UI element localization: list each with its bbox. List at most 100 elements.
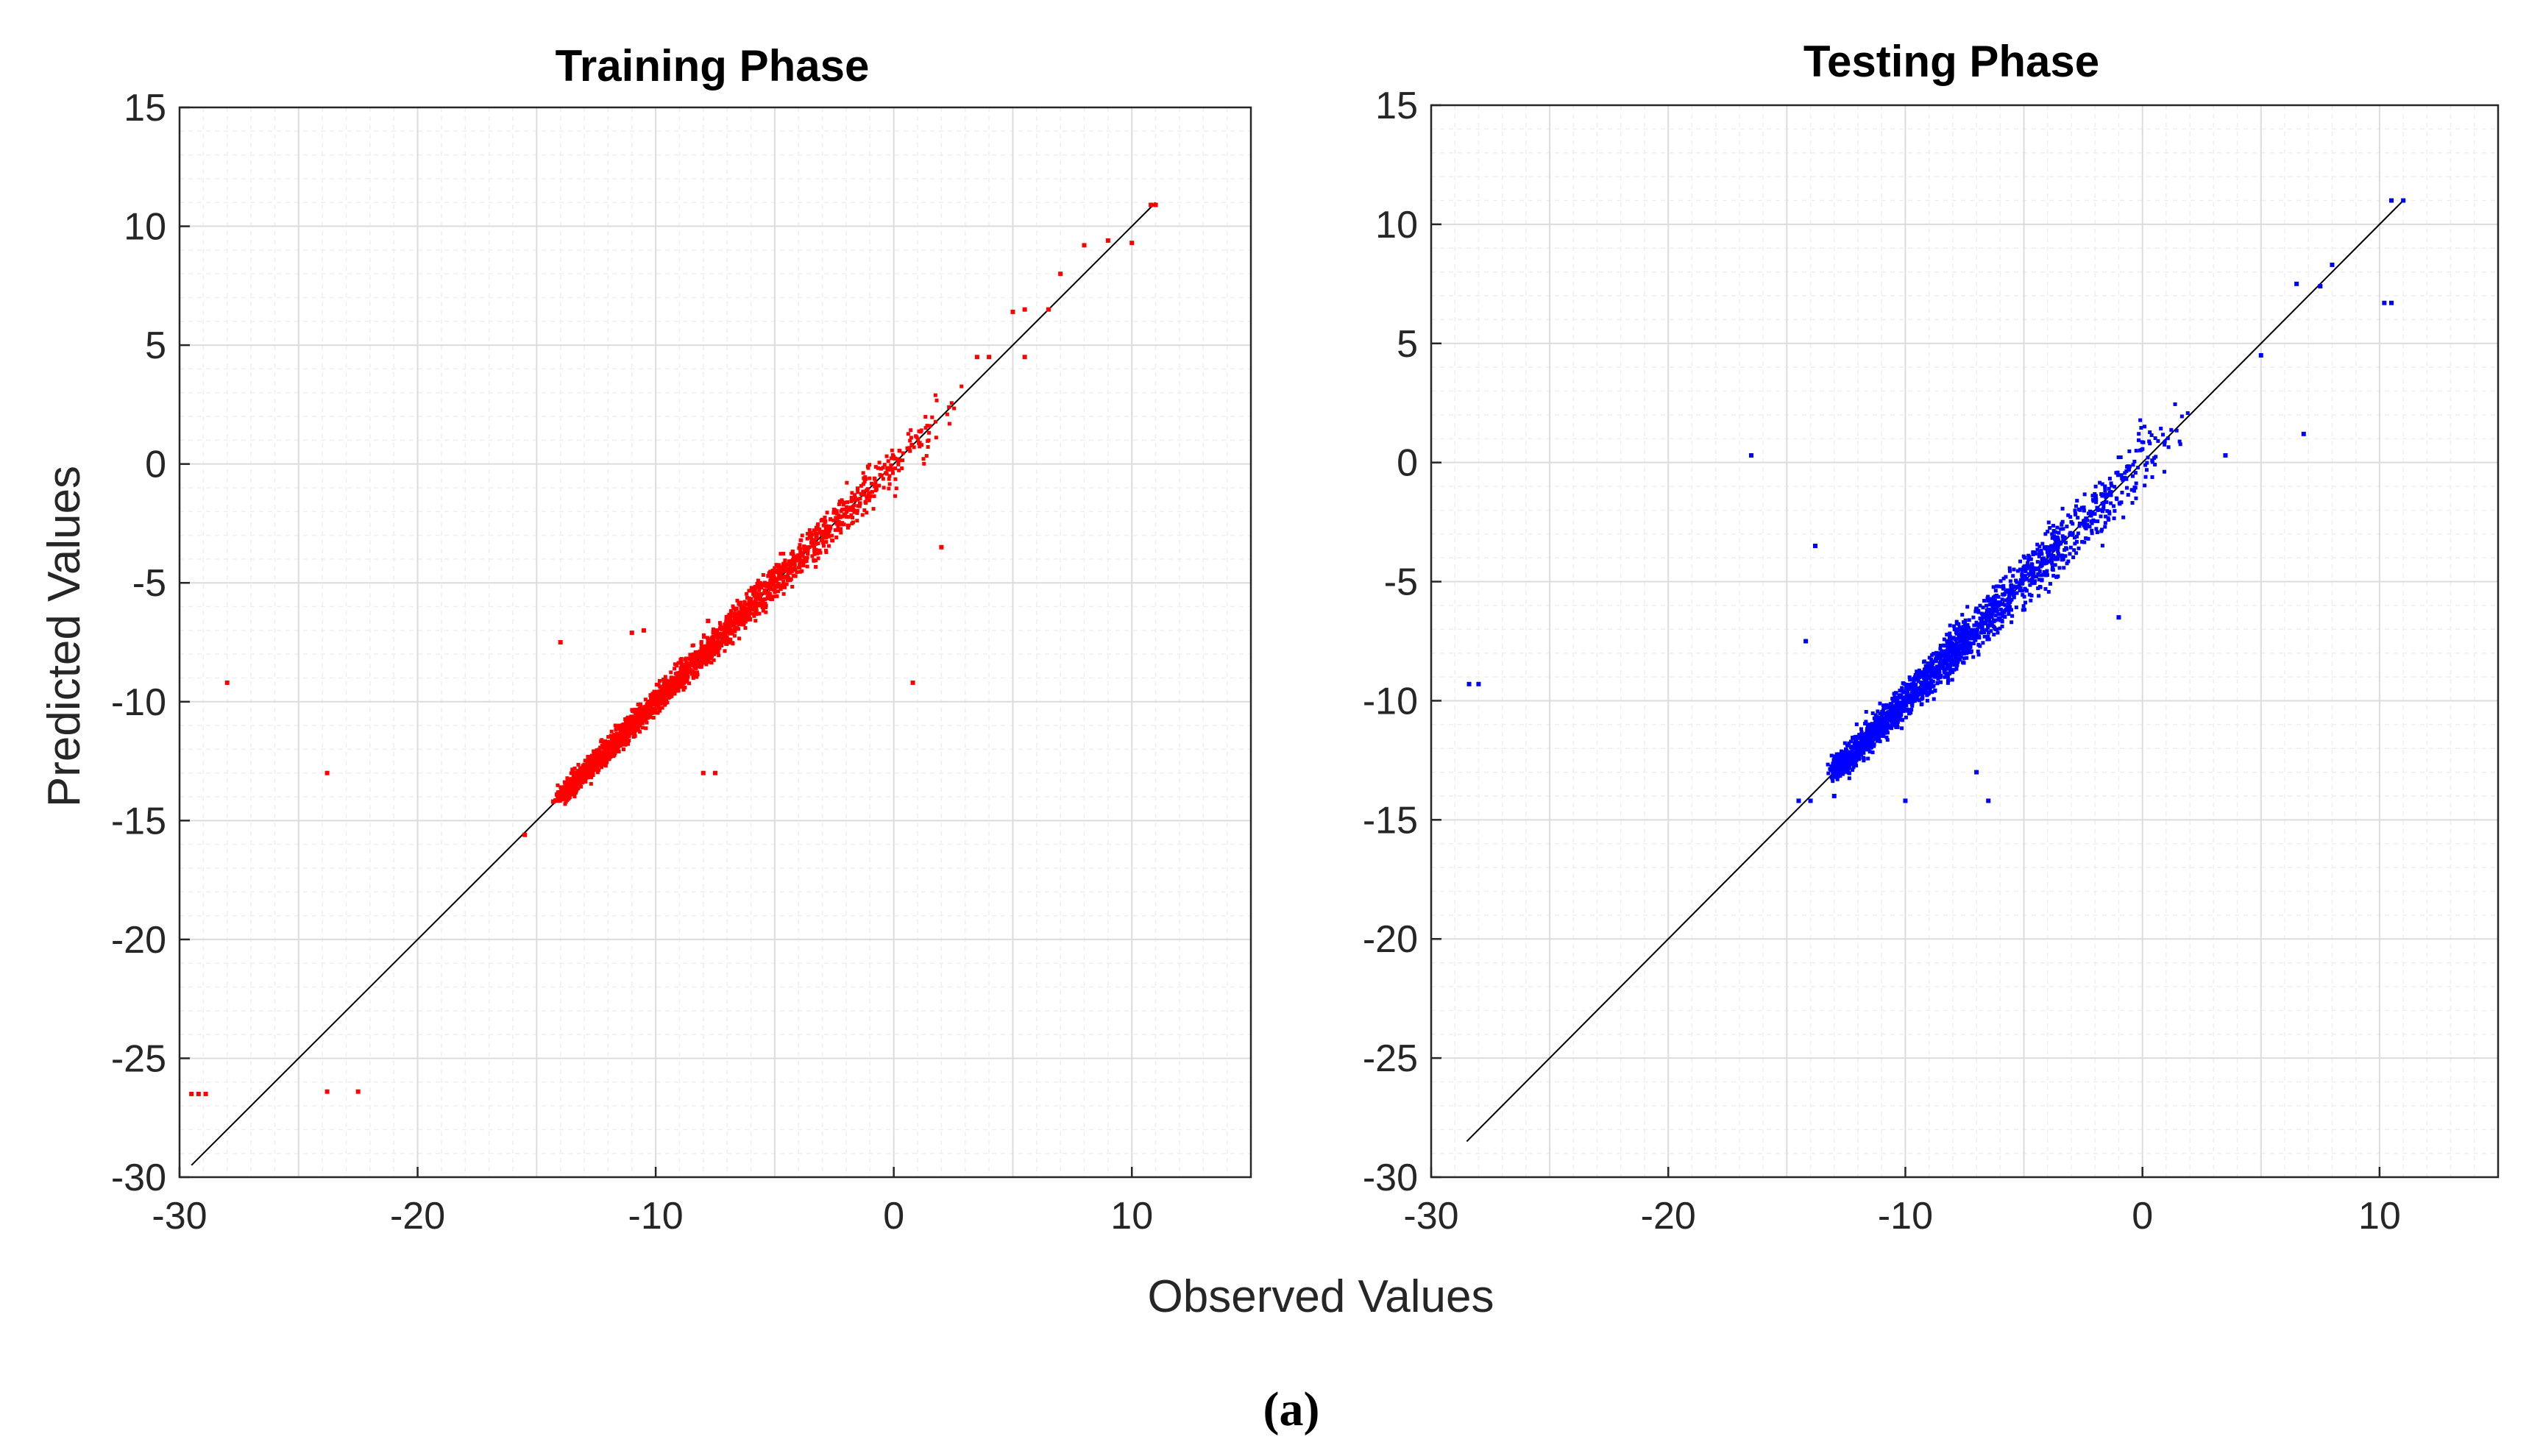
data-point [717, 646, 722, 650]
data-point [893, 466, 898, 471]
data-point [1848, 745, 1853, 750]
data-point [718, 642, 723, 646]
data-point [2119, 500, 2124, 505]
y-tick-label: 10 [124, 206, 166, 249]
data-point [789, 552, 793, 556]
data-point [845, 480, 849, 485]
data-point [748, 606, 753, 611]
data-point [196, 1091, 201, 1096]
data-point [1893, 695, 1897, 700]
data-point [788, 564, 792, 569]
data-point [2098, 480, 2102, 485]
data-point [605, 753, 609, 757]
data-point [2099, 492, 2104, 497]
data-point [723, 649, 727, 653]
data-point [1929, 672, 1933, 677]
data-point [1904, 690, 1909, 695]
data-point [769, 587, 773, 592]
data-point [1879, 730, 1884, 734]
data-point [1022, 355, 1027, 360]
data-point [867, 498, 871, 503]
data-point [797, 566, 801, 570]
data-point [2173, 402, 2177, 406]
data-point [1836, 765, 1840, 770]
data-point [669, 689, 673, 693]
data-point [2015, 591, 2019, 595]
data-point [617, 742, 622, 746]
data-point [1990, 597, 1994, 601]
data-point [636, 726, 640, 731]
data-point [1984, 603, 1989, 608]
data-point [671, 681, 675, 686]
data-point [815, 551, 820, 555]
data-point [634, 713, 638, 717]
data-point [1988, 614, 1993, 618]
data-point [2023, 569, 2028, 574]
data-point [2029, 557, 2033, 561]
data-point [681, 675, 686, 679]
data-point [1870, 722, 1874, 726]
data-point [1847, 761, 1851, 765]
data-point [742, 600, 747, 604]
data-point [2018, 588, 2022, 592]
data-point [777, 575, 781, 580]
data-point [2043, 558, 2047, 563]
data-point [771, 580, 776, 584]
data-point [1899, 707, 1904, 711]
data-point [2042, 570, 2046, 575]
data-point [1854, 722, 1859, 726]
data-point [603, 764, 608, 768]
data-point [720, 637, 724, 642]
data-point [2068, 552, 2072, 556]
data-point [1951, 650, 1955, 655]
data-point [737, 636, 742, 641]
data-point [910, 680, 915, 685]
data-point [767, 594, 772, 599]
data-point [747, 604, 751, 608]
data-point [612, 740, 617, 745]
data-point [324, 1089, 330, 1094]
data-point [2007, 594, 2012, 599]
y-tick-label: -5 [1384, 561, 1418, 604]
data-point [1896, 710, 1901, 714]
data-point [893, 477, 898, 481]
data-point [622, 731, 626, 735]
data-point [2118, 455, 2123, 460]
data-point [1934, 672, 1938, 677]
data-point [748, 597, 753, 602]
data-point [702, 661, 706, 665]
data-point [2008, 605, 2012, 609]
data-point [656, 699, 661, 703]
data-point [1848, 739, 1853, 744]
data-point [886, 459, 890, 464]
data-point [2018, 567, 2022, 572]
data-point [1873, 719, 1878, 723]
data-point [1894, 691, 1898, 695]
data-point [2020, 568, 2024, 572]
data-point [599, 765, 603, 770]
data-point [752, 594, 756, 598]
data-point [2117, 501, 2121, 505]
data-point [735, 626, 739, 631]
data-point [728, 630, 732, 634]
data-point [601, 750, 606, 755]
data-point [761, 572, 765, 577]
data-point [624, 728, 628, 732]
data-point [1912, 677, 1916, 681]
data-point [914, 434, 918, 438]
data-point [2096, 519, 2100, 523]
data-point [2149, 433, 2154, 437]
data-point [855, 508, 859, 513]
data-point [1993, 607, 1998, 611]
data-point [1909, 694, 1913, 698]
data-point [798, 543, 802, 547]
data-point [2109, 481, 2113, 486]
data-point [1915, 686, 1920, 691]
data-point [735, 616, 739, 620]
data-point [756, 597, 761, 601]
data-point [2035, 542, 2040, 547]
data-point [815, 535, 819, 539]
data-point [1961, 660, 1965, 664]
data-point [784, 582, 789, 586]
